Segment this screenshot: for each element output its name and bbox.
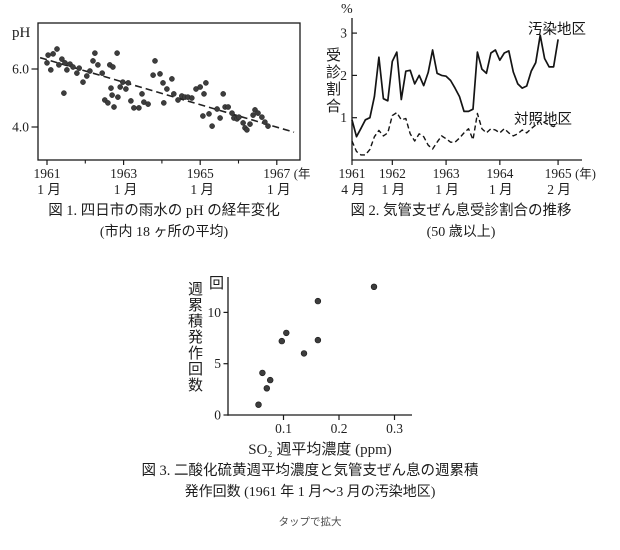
fig1-caption-subtitle: (市内 18 ヶ所の平均) [99, 225, 229, 240]
fig3-ytick-label: 10 [208, 305, 222, 320]
fig2-xtick-suffix: (年) [575, 167, 596, 181]
fig2-xtick-month: 1 月 [435, 182, 459, 197]
fig1-xtick-suffix: (年) [294, 167, 310, 181]
fig2-xtick-month: 1 月 [489, 182, 513, 197]
fig3-yaxis-vertical-label: 週累積発作回数 [186, 281, 202, 393]
fig2-xtick-year: 1964 [486, 166, 513, 181]
fig1-ytick-label: 6.0 [12, 62, 29, 77]
fig2-ytick-label: 2 [340, 68, 347, 83]
fig2-caption-title: 図 2. 気管支ぜん息受診割合の推移 [350, 203, 572, 219]
fig2-xtick-year: 1965 [545, 166, 572, 181]
fig1-scatter-points [44, 46, 271, 133]
tap-to-enlarge-hint: タップで拡大 [278, 516, 342, 528]
fig3-ytick-label: 0 [214, 408, 221, 423]
fig2-xtick-year: 1961 [339, 166, 366, 181]
fig2-series-label-polluted: 汚染地区 [528, 22, 586, 38]
fig3-xaxis-label: SO₂ 週平均濃度 (ppm) [248, 442, 392, 458]
fig2-series-1 [351, 111, 559, 156]
fig1-xtick-month: 1 月 [114, 182, 138, 197]
fig3-caption-subtitle: 発作回数 (1961 年 1 月～3 月の汚染地区) [184, 485, 436, 500]
fig3-xtick-label: 0.2 [331, 421, 348, 436]
fig1-xtick-month: 1 月 [267, 182, 291, 197]
fig2-percent-label: % [341, 2, 353, 17]
fig3-unit-label: 回 [209, 276, 225, 292]
fig2-xtick-year: 1963 [433, 166, 460, 181]
fig2-xtick-year: 1962 [379, 166, 406, 181]
fig3-xtick-label: 0.3 [386, 421, 403, 436]
fig3-scatter-points [255, 283, 378, 408]
fig2-xtick-month: 2 月 [547, 182, 571, 197]
fig2-series-label-control: 対照地区 [514, 112, 572, 128]
fig2-xtick-month: 1 月 [382, 182, 406, 197]
fig1-xtick-year: 1965 [187, 166, 214, 181]
fig1-xtick-year: 1967 [263, 166, 290, 181]
fig3-ytick-label: 5 [214, 356, 221, 371]
fig2-yaxis-vertical-label: 受診割合 [324, 47, 340, 115]
fig2-series-0 [351, 34, 559, 138]
fig2-xtick-month: 4 月 [341, 182, 365, 197]
fig1-plot-frame [37, 22, 301, 161]
fig3-caption: 図 3. 二酸化硫黄週平均濃度と気管支ぜん息の週累積 発作回数 (1961 年 … [90, 460, 530, 504]
fig1-xtick-year: 1963 [110, 166, 137, 181]
fig3-caption-title: 図 3. 二酸化硫黄週平均濃度と気管支ぜん息の週累積 [141, 463, 479, 479]
fig1-ylabel: pH [12, 25, 31, 41]
fig2-ytick-label: 1 [340, 110, 347, 125]
fig3-chart[interactable]: 0 5 10 0.1 0.2 0.3 [150, 268, 440, 438]
fig1-xtick-month: 1 月 [37, 182, 61, 197]
fig3-xtick-label: 0.1 [275, 421, 292, 436]
fig1-trendline [39, 56, 295, 133]
fig2-ytick-label: 3 [340, 26, 347, 41]
fig1-ytick-label: 4.0 [12, 120, 29, 135]
fig1-caption: 図 1. 四日市の雨水の pH の経年変化 (市内 18 ヶ所の平均) [18, 200, 310, 244]
fig1-caption-title: 図 1. 四日市の雨水の pH の経年変化 [48, 203, 280, 219]
fig1-xtick-month: 1 月 [190, 182, 214, 197]
fig2-caption-subtitle: (50 歳以上) [426, 225, 496, 240]
fig1-xtick-year: 1961 [34, 166, 61, 181]
fig2-caption: 図 2. 気管支ぜん息受診割合の推移 (50 歳以上) [330, 200, 592, 244]
